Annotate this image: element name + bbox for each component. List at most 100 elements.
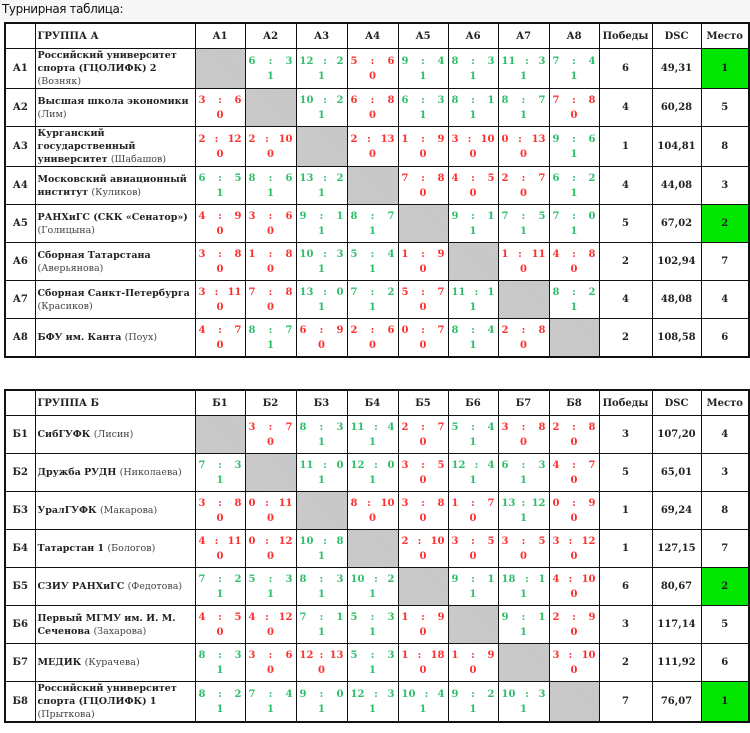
match-points: 1 <box>469 109 477 121</box>
score-against: 9 <box>437 611 445 623</box>
match-result-cell: 3:11 0 <box>194 280 246 319</box>
match-score: 11:4 <box>348 422 397 433</box>
match-result-cell: 3:10 0 <box>548 643 600 682</box>
table-row: Б5 СЗИУ РАНХиГС (Федотова) 7:2 1 5:3 1 8:3 1 10:… <box>4 567 750 606</box>
match-points: 1 <box>216 664 224 676</box>
score-against: 8 <box>234 248 242 260</box>
match-result-cell: 11:4 1 <box>346 415 399 454</box>
match-score: 2:6 <box>348 325 397 336</box>
match-score: 4:9 <box>196 210 244 222</box>
match-score: 6:8 <box>348 94 397 106</box>
match-points: 0 <box>419 550 427 562</box>
score-separator: : <box>572 459 576 471</box>
match-score: 1:11 <box>499 249 548 260</box>
match-score: 7:4 <box>550 56 598 67</box>
match-points: 1 <box>369 436 376 448</box>
score-against: 2 <box>387 573 395 585</box>
column-header: Б2 <box>244 389 297 416</box>
score-separator: : <box>417 649 422 661</box>
score-for: 3 <box>451 535 459 547</box>
match-score: 5:7 <box>399 287 447 298</box>
score-separator: : <box>323 286 327 298</box>
score-for: 6 <box>350 94 358 106</box>
team-coach: (Красиков) <box>37 300 93 312</box>
match-score: 7:0 <box>550 211 598 222</box>
match-points: 0 <box>469 664 477 676</box>
team-name-cell: МЕДИК (Курачева) <box>34 643 196 682</box>
score-separator: : <box>323 55 327 67</box>
score-separator: : <box>471 210 475 222</box>
match-points: 1 <box>570 225 578 237</box>
match-points: 0 <box>520 436 527 448</box>
header-row: ГРУППА Б Б1 Б2 Б3 Б4 Б5 Б6 Б7 Б8 Победы DSC Место <box>4 389 750 416</box>
place-value: 3 <box>700 453 750 492</box>
match-points: 0 <box>267 148 274 160</box>
score-against: 4 <box>487 459 495 471</box>
score-separator: : <box>268 649 273 661</box>
team-code: А3 <box>4 126 36 167</box>
match-points: 0 <box>419 339 427 351</box>
score-against: 7 <box>588 459 596 471</box>
match-score: 7:8 <box>550 94 598 106</box>
match-points: 0 <box>570 436 578 448</box>
team-coach: (Лисин) <box>93 429 134 440</box>
score-for: 8 <box>350 497 358 509</box>
score-for: 9 <box>501 611 509 623</box>
team-name: СЗИУ РАНХиГС <box>37 581 125 592</box>
team-name-cell: БФУ им. Канта (Поух) <box>34 318 196 358</box>
match-points: 0 <box>318 339 325 351</box>
match-points: 1 <box>520 474 527 486</box>
score-against: 6 <box>588 133 596 145</box>
match-score: 3:8 <box>499 422 548 433</box>
match-score: 8:3 <box>449 56 497 67</box>
dsc-header: DSC <box>651 22 702 49</box>
match-score: 0:7 <box>399 324 447 336</box>
score-for: 1 <box>401 611 409 623</box>
match-result-cell: 10:2 1 <box>295 88 348 127</box>
score-separator: : <box>265 535 269 547</box>
match-points: 0 <box>267 626 274 638</box>
match-points: 0 <box>267 512 274 524</box>
match-score: 3:7 <box>246 422 295 433</box>
score-against: 4 <box>437 55 445 67</box>
score-separator: : <box>421 324 425 336</box>
team-name-cell: СЗИУ РАНХиГС (Федотова) <box>34 567 196 606</box>
score-separator: : <box>370 94 375 106</box>
match-points: 1 <box>318 263 325 275</box>
score-for: 12 <box>350 459 365 471</box>
score-for: 7 <box>552 94 560 106</box>
match-score: 10:8 <box>297 536 346 547</box>
score-against: 9 <box>234 210 242 222</box>
empty-diagonal-cell <box>244 88 297 127</box>
match-points: 1 <box>469 436 477 448</box>
match-score: 9:1 <box>449 210 497 222</box>
score-separator: : <box>474 286 479 298</box>
match-result-cell: 1:11 0 <box>497 242 550 281</box>
dsc-value: 67,02 <box>651 204 702 243</box>
score-against: 2 <box>336 55 344 67</box>
match-points: 1 <box>469 301 477 313</box>
score-separator: : <box>572 248 576 260</box>
dsc-value: 65,01 <box>651 453 702 492</box>
score-separator: : <box>370 248 375 260</box>
score-for: 1 <box>401 649 409 661</box>
score-for: 5 <box>248 573 256 585</box>
score-against: 7 <box>437 421 445 433</box>
score-for: 6 <box>401 94 409 106</box>
dsc-value: 102,94 <box>651 242 702 281</box>
team-name-cell: Сборная Татарстана (Аверьянова) <box>34 242 196 281</box>
match-points: 1 <box>216 588 224 600</box>
match-score: 9:0 <box>297 689 346 700</box>
score-for: 9 <box>299 210 307 222</box>
score-for: 7 <box>501 210 509 222</box>
dsc-value: 76,07 <box>651 681 702 723</box>
place-value: 8 <box>700 491 750 530</box>
